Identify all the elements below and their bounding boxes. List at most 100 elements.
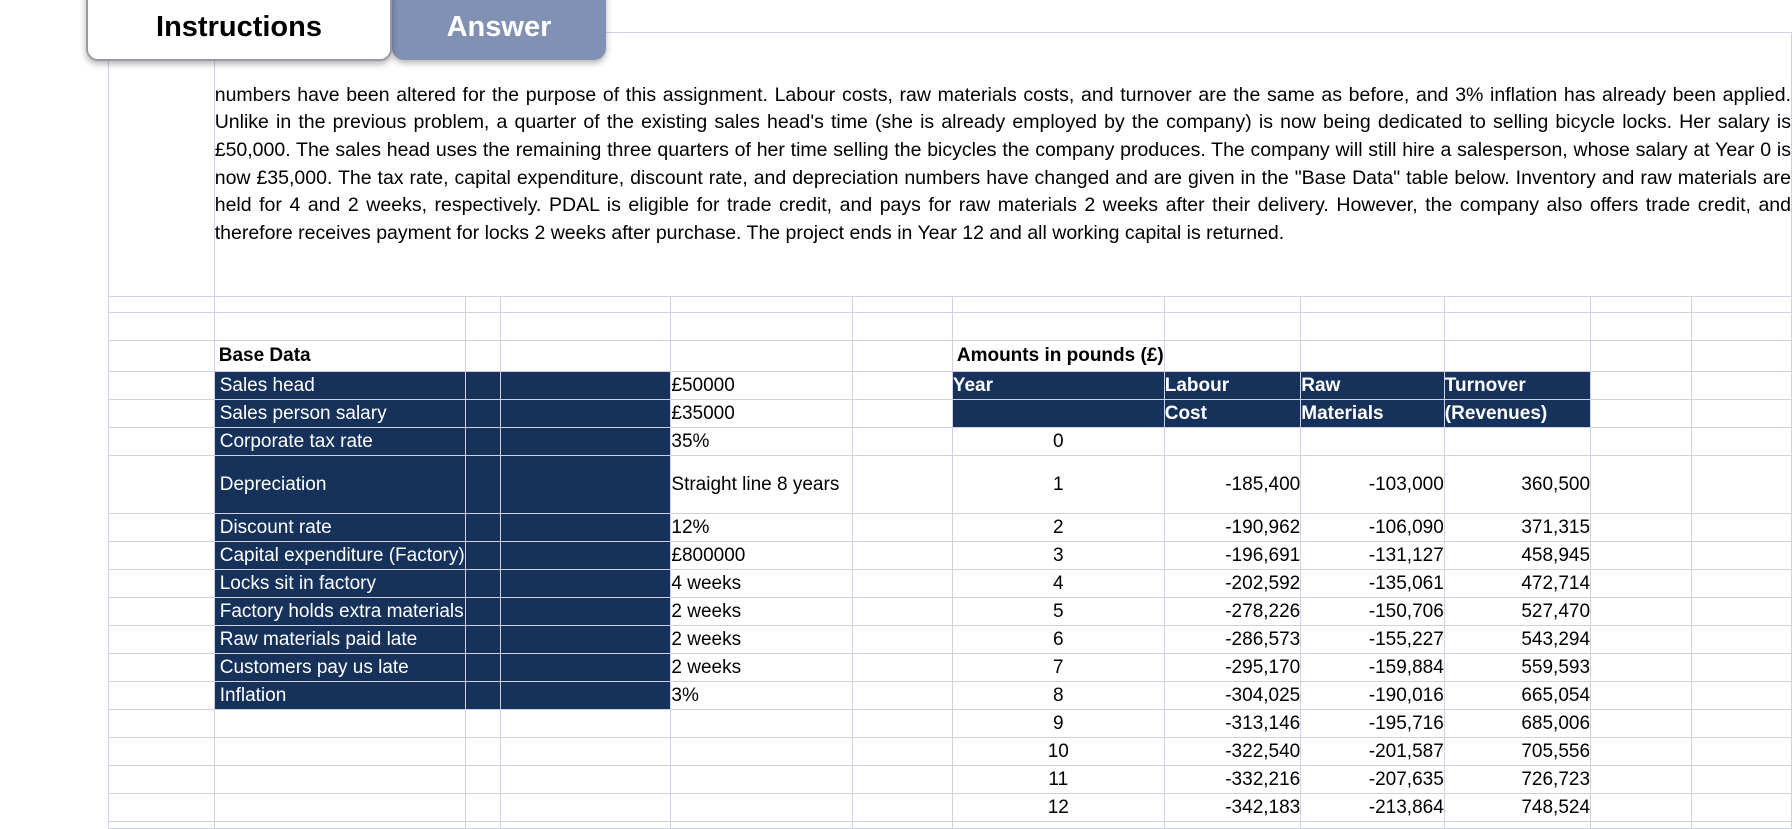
- turnover-cell[interactable]: 360,500: [1443, 455, 1592, 514]
- header-materials[interactable]: Materials: [1300, 399, 1445, 428]
- year-cell[interactable]: 3: [951, 541, 1165, 570]
- base-data-label[interactable]: Depreciation: [213, 455, 466, 514]
- base-data-value[interactable]: £35000: [670, 399, 853, 428]
- year-cell[interactable]: 12: [951, 793, 1165, 822]
- grid-cell: [851, 821, 953, 829]
- grid-cell: [1690, 296, 1792, 313]
- raw-materials-cell[interactable]: -106,090: [1300, 513, 1445, 542]
- turnover-cell[interactable]: 458,945: [1443, 541, 1592, 570]
- grid-cell: [1690, 737, 1792, 766]
- year-cell[interactable]: 2: [951, 513, 1165, 542]
- base-data-value[interactable]: £800000: [670, 541, 853, 570]
- raw-materials-cell[interactable]: -131,127: [1300, 541, 1445, 570]
- labour-cost-cell[interactable]: -185,400: [1163, 455, 1302, 514]
- labour-cost-cell[interactable]: -304,025: [1163, 681, 1302, 710]
- header-year-spacer[interactable]: [951, 399, 1165, 428]
- turnover-cell[interactable]: 527,470: [1443, 597, 1592, 626]
- year-cell[interactable]: 4: [951, 569, 1165, 598]
- tab-answer[interactable]: Answer: [392, 0, 606, 60]
- raw-materials-cell[interactable]: -135,061: [1300, 569, 1445, 598]
- base-data-value[interactable]: 2 weeks: [670, 597, 853, 626]
- header-raw[interactable]: Raw: [1300, 371, 1445, 400]
- base-data-value[interactable]: 4 weeks: [670, 569, 853, 598]
- base-data-label[interactable]: Locks sit in factory: [213, 569, 466, 598]
- labour-cost-cell[interactable]: [1163, 427, 1302, 456]
- grid-cell: [213, 793, 466, 822]
- raw-materials-cell[interactable]: -150,706: [1300, 597, 1445, 626]
- raw-materials-cell[interactable]: [1300, 427, 1445, 456]
- labour-cost-cell[interactable]: -278,226: [1163, 597, 1302, 626]
- turnover-cell[interactable]: 371,315: [1443, 513, 1592, 542]
- header-year[interactable]: Year: [951, 371, 1165, 400]
- turnover-cell[interactable]: 665,054: [1443, 681, 1592, 710]
- header-cost[interactable]: Cost: [1163, 399, 1302, 428]
- labour-cost-cell[interactable]: -342,183: [1163, 793, 1302, 822]
- raw-materials-cell[interactable]: -103,000: [1300, 455, 1445, 514]
- year-cell[interactable]: 8: [951, 681, 1165, 710]
- amounts-title[interactable]: Amounts in pounds (£): [951, 340, 1165, 372]
- year-cell[interactable]: 7: [951, 653, 1165, 682]
- tab-answer-label: Answer: [446, 11, 552, 43]
- grid-cell: [1590, 793, 1692, 822]
- year-cell[interactable]: 9: [951, 709, 1165, 738]
- header-turnover[interactable]: Turnover: [1443, 371, 1592, 400]
- turnover-cell[interactable]: [1443, 427, 1592, 456]
- base-data-label[interactable]: Factory holds extra materials: [213, 597, 466, 626]
- base-data-value[interactable]: Straight line 8 years: [670, 455, 853, 514]
- grid-cell: [108, 399, 215, 428]
- year-cell[interactable]: 5: [951, 597, 1165, 626]
- labour-cost-cell[interactable]: -313,146: [1163, 709, 1302, 738]
- labour-cost-cell[interactable]: -202,592: [1163, 569, 1302, 598]
- base-data-label[interactable]: Inflation: [213, 681, 466, 710]
- labour-cost-cell[interactable]: -286,573: [1163, 625, 1302, 654]
- labour-cost-cell[interactable]: -332,216: [1163, 765, 1302, 794]
- turnover-cell[interactable]: 726,723: [1443, 765, 1592, 794]
- base-data-value[interactable]: £50000: [670, 371, 853, 400]
- raw-materials-cell[interactable]: -155,227: [1300, 625, 1445, 654]
- turnover-cell[interactable]: 559,593: [1443, 653, 1592, 682]
- year-cell[interactable]: 0: [951, 427, 1165, 456]
- labour-cost-cell[interactable]: -295,170: [1163, 653, 1302, 682]
- base-data-label[interactable]: Raw materials paid late: [213, 625, 466, 654]
- year-cell[interactable]: 11: [951, 765, 1165, 794]
- year-cell[interactable]: 1: [951, 455, 1165, 514]
- year-cell[interactable]: 6: [951, 625, 1165, 654]
- turnover-cell[interactable]: 748,524: [1443, 793, 1592, 822]
- base-data-value[interactable]: 12%: [670, 513, 853, 542]
- base-data-title[interactable]: Base Data: [213, 340, 466, 372]
- base-data-value[interactable]: 2 weeks: [670, 625, 853, 654]
- grid-cell: [1690, 709, 1792, 738]
- raw-materials-cell[interactable]: -190,016: [1300, 681, 1445, 710]
- base-data-label[interactable]: Customers pay us late: [213, 653, 466, 682]
- base-data-value[interactable]: 2 weeks: [670, 653, 853, 682]
- labour-cost-cell[interactable]: -322,540: [1163, 737, 1302, 766]
- base-data-label[interactable]: Discount rate: [213, 513, 466, 542]
- year-cell[interactable]: 10: [951, 737, 1165, 766]
- labour-cost-cell[interactable]: -190,962: [1163, 513, 1302, 542]
- grid-cell: [464, 737, 502, 766]
- header-revenues[interactable]: (Revenues): [1443, 399, 1592, 428]
- raw-materials-cell[interactable]: -159,884: [1300, 653, 1445, 682]
- grid-cell: [500, 709, 672, 738]
- base-data-label[interactable]: Corporate tax rate: [213, 427, 466, 456]
- base-data-label[interactable]: Sales person salary: [213, 399, 466, 428]
- grid-cell: [1590, 427, 1692, 456]
- turnover-cell[interactable]: 472,714: [1443, 569, 1592, 598]
- labour-cost-cell[interactable]: -196,691: [1163, 541, 1302, 570]
- grid-cell: [851, 513, 953, 542]
- raw-materials-cell[interactable]: -213,864: [1300, 793, 1445, 822]
- tab-instructions[interactable]: Instructions: [86, 0, 392, 61]
- turnover-cell[interactable]: 705,556: [1443, 737, 1592, 766]
- base-data-label[interactable]: Capital expenditure (Factory): [213, 541, 466, 570]
- base-data-value[interactable]: 35%: [670, 427, 853, 456]
- base-data-label[interactable]: Sales head: [213, 371, 466, 400]
- grid-cell: [1590, 312, 1692, 341]
- raw-materials-cell[interactable]: -201,587: [1300, 737, 1445, 766]
- raw-materials-cell[interactable]: -195,716: [1300, 709, 1445, 738]
- grid-cell: [670, 821, 853, 829]
- raw-materials-cell[interactable]: -207,635: [1300, 765, 1445, 794]
- header-labour[interactable]: Labour: [1163, 371, 1302, 400]
- base-data-value[interactable]: 3%: [670, 681, 853, 710]
- turnover-cell[interactable]: 685,006: [1443, 709, 1592, 738]
- turnover-cell[interactable]: 543,294: [1443, 625, 1592, 654]
